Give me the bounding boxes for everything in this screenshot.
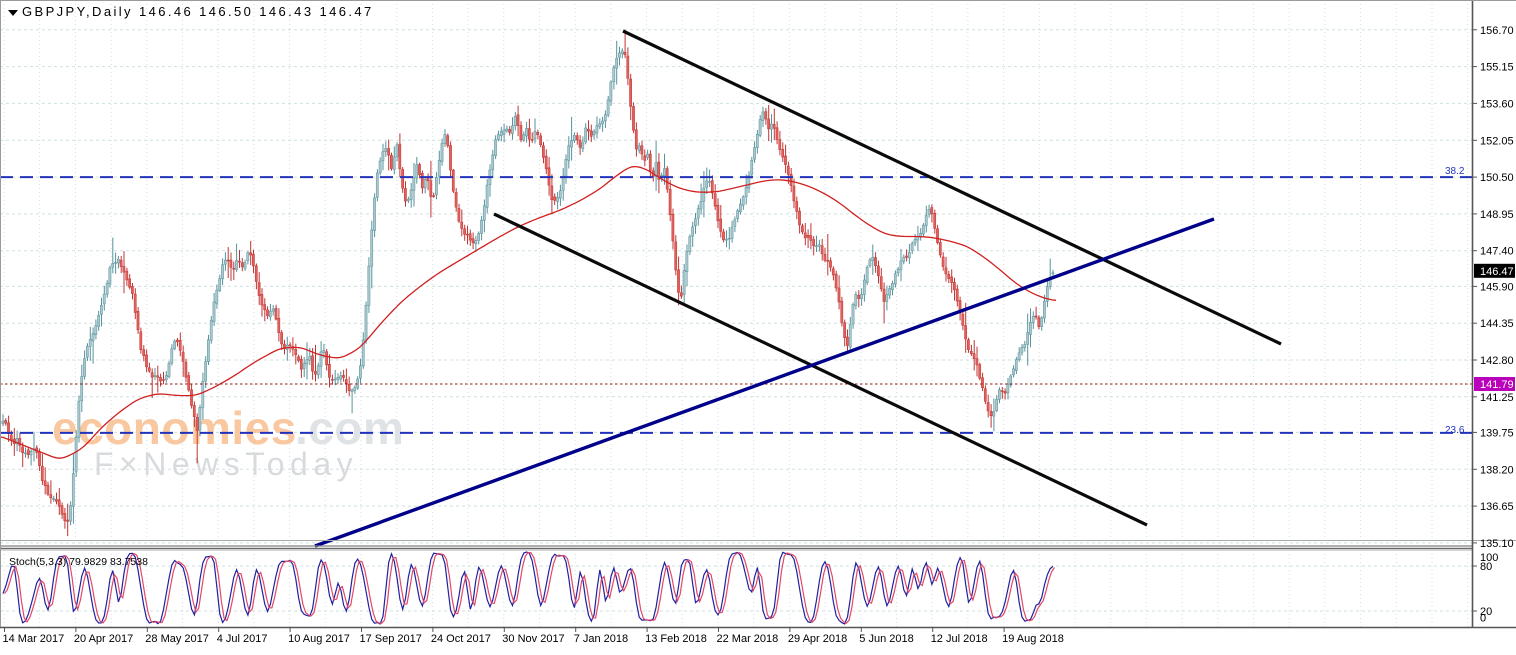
svg-text:148.95: 148.95 — [1480, 209, 1514, 221]
svg-text:38.2: 38.2 — [1445, 166, 1465, 177]
svg-text:7 Jan 2018: 7 Jan 2018 — [574, 633, 628, 645]
svg-text:147.40: 147.40 — [1480, 246, 1514, 258]
svg-text:22 Mar 2018: 22 Mar 2018 — [717, 633, 779, 645]
svg-text:10 Aug 2017: 10 Aug 2017 — [288, 633, 350, 645]
svg-text:19 Aug 2018: 19 Aug 2018 — [1002, 633, 1064, 645]
svg-text:Stoch(5,3,3) 79.9829 83.7538: Stoch(5,3,3) 79.9829 83.7538 — [9, 556, 148, 568]
svg-text:12 Jul 2018: 12 Jul 2018 — [931, 633, 988, 645]
svg-text:150.50: 150.50 — [1480, 172, 1514, 184]
svg-text:28 May 2017: 28 May 2017 — [145, 633, 209, 645]
svg-text:141.25: 141.25 — [1480, 392, 1514, 404]
svg-text:.com: .com — [295, 402, 404, 454]
svg-text:153.60: 153.60 — [1480, 98, 1514, 110]
svg-text:141.79: 141.79 — [1480, 379, 1514, 391]
svg-text:24 Oct 2017: 24 Oct 2017 — [431, 633, 491, 645]
svg-text:30 Nov 2017: 30 Nov 2017 — [502, 633, 564, 645]
svg-text:80: 80 — [1480, 561, 1492, 573]
svg-text:17 Sep 2017: 17 Sep 2017 — [360, 633, 422, 645]
svg-text:economies: economies — [52, 402, 297, 454]
svg-text:0: 0 — [1480, 613, 1486, 625]
svg-text:146.47: 146.47 — [1480, 266, 1514, 278]
svg-text:156.70: 156.70 — [1480, 25, 1514, 37]
svg-text:145.90: 145.90 — [1480, 281, 1514, 293]
svg-text:23.6: 23.6 — [1445, 425, 1465, 436]
svg-text:138.20: 138.20 — [1480, 464, 1514, 476]
svg-text:20 Apr 2017: 20 Apr 2017 — [74, 633, 133, 645]
svg-text:5 Jun 2018: 5 Jun 2018 — [859, 633, 913, 645]
svg-text:155.15: 155.15 — [1480, 62, 1514, 74]
svg-text:142.80: 142.80 — [1480, 355, 1514, 367]
svg-text:4 Jul 2017: 4 Jul 2017 — [217, 633, 268, 645]
svg-text:144.35: 144.35 — [1480, 318, 1514, 330]
svg-text:F×NewsToday: F×NewsToday — [94, 446, 358, 482]
svg-text:152.05: 152.05 — [1480, 135, 1514, 147]
svg-text:100: 100 — [1480, 552, 1498, 564]
svg-text:135.10: 135.10 — [1480, 538, 1514, 550]
svg-text:136.65: 136.65 — [1480, 501, 1514, 513]
svg-text:GBPJPY,Daily 146.46 146.50 14: GBPJPY,Daily 146.46 146.50 146.43 146.47 — [22, 4, 374, 19]
svg-text:139.75: 139.75 — [1480, 427, 1514, 439]
svg-text:29 Apr 2018: 29 Apr 2018 — [788, 633, 847, 645]
svg-text:20: 20 — [1480, 606, 1492, 618]
svg-text:14 Mar 2017: 14 Mar 2017 — [3, 633, 65, 645]
svg-text:13 Feb 2018: 13 Feb 2018 — [645, 633, 707, 645]
